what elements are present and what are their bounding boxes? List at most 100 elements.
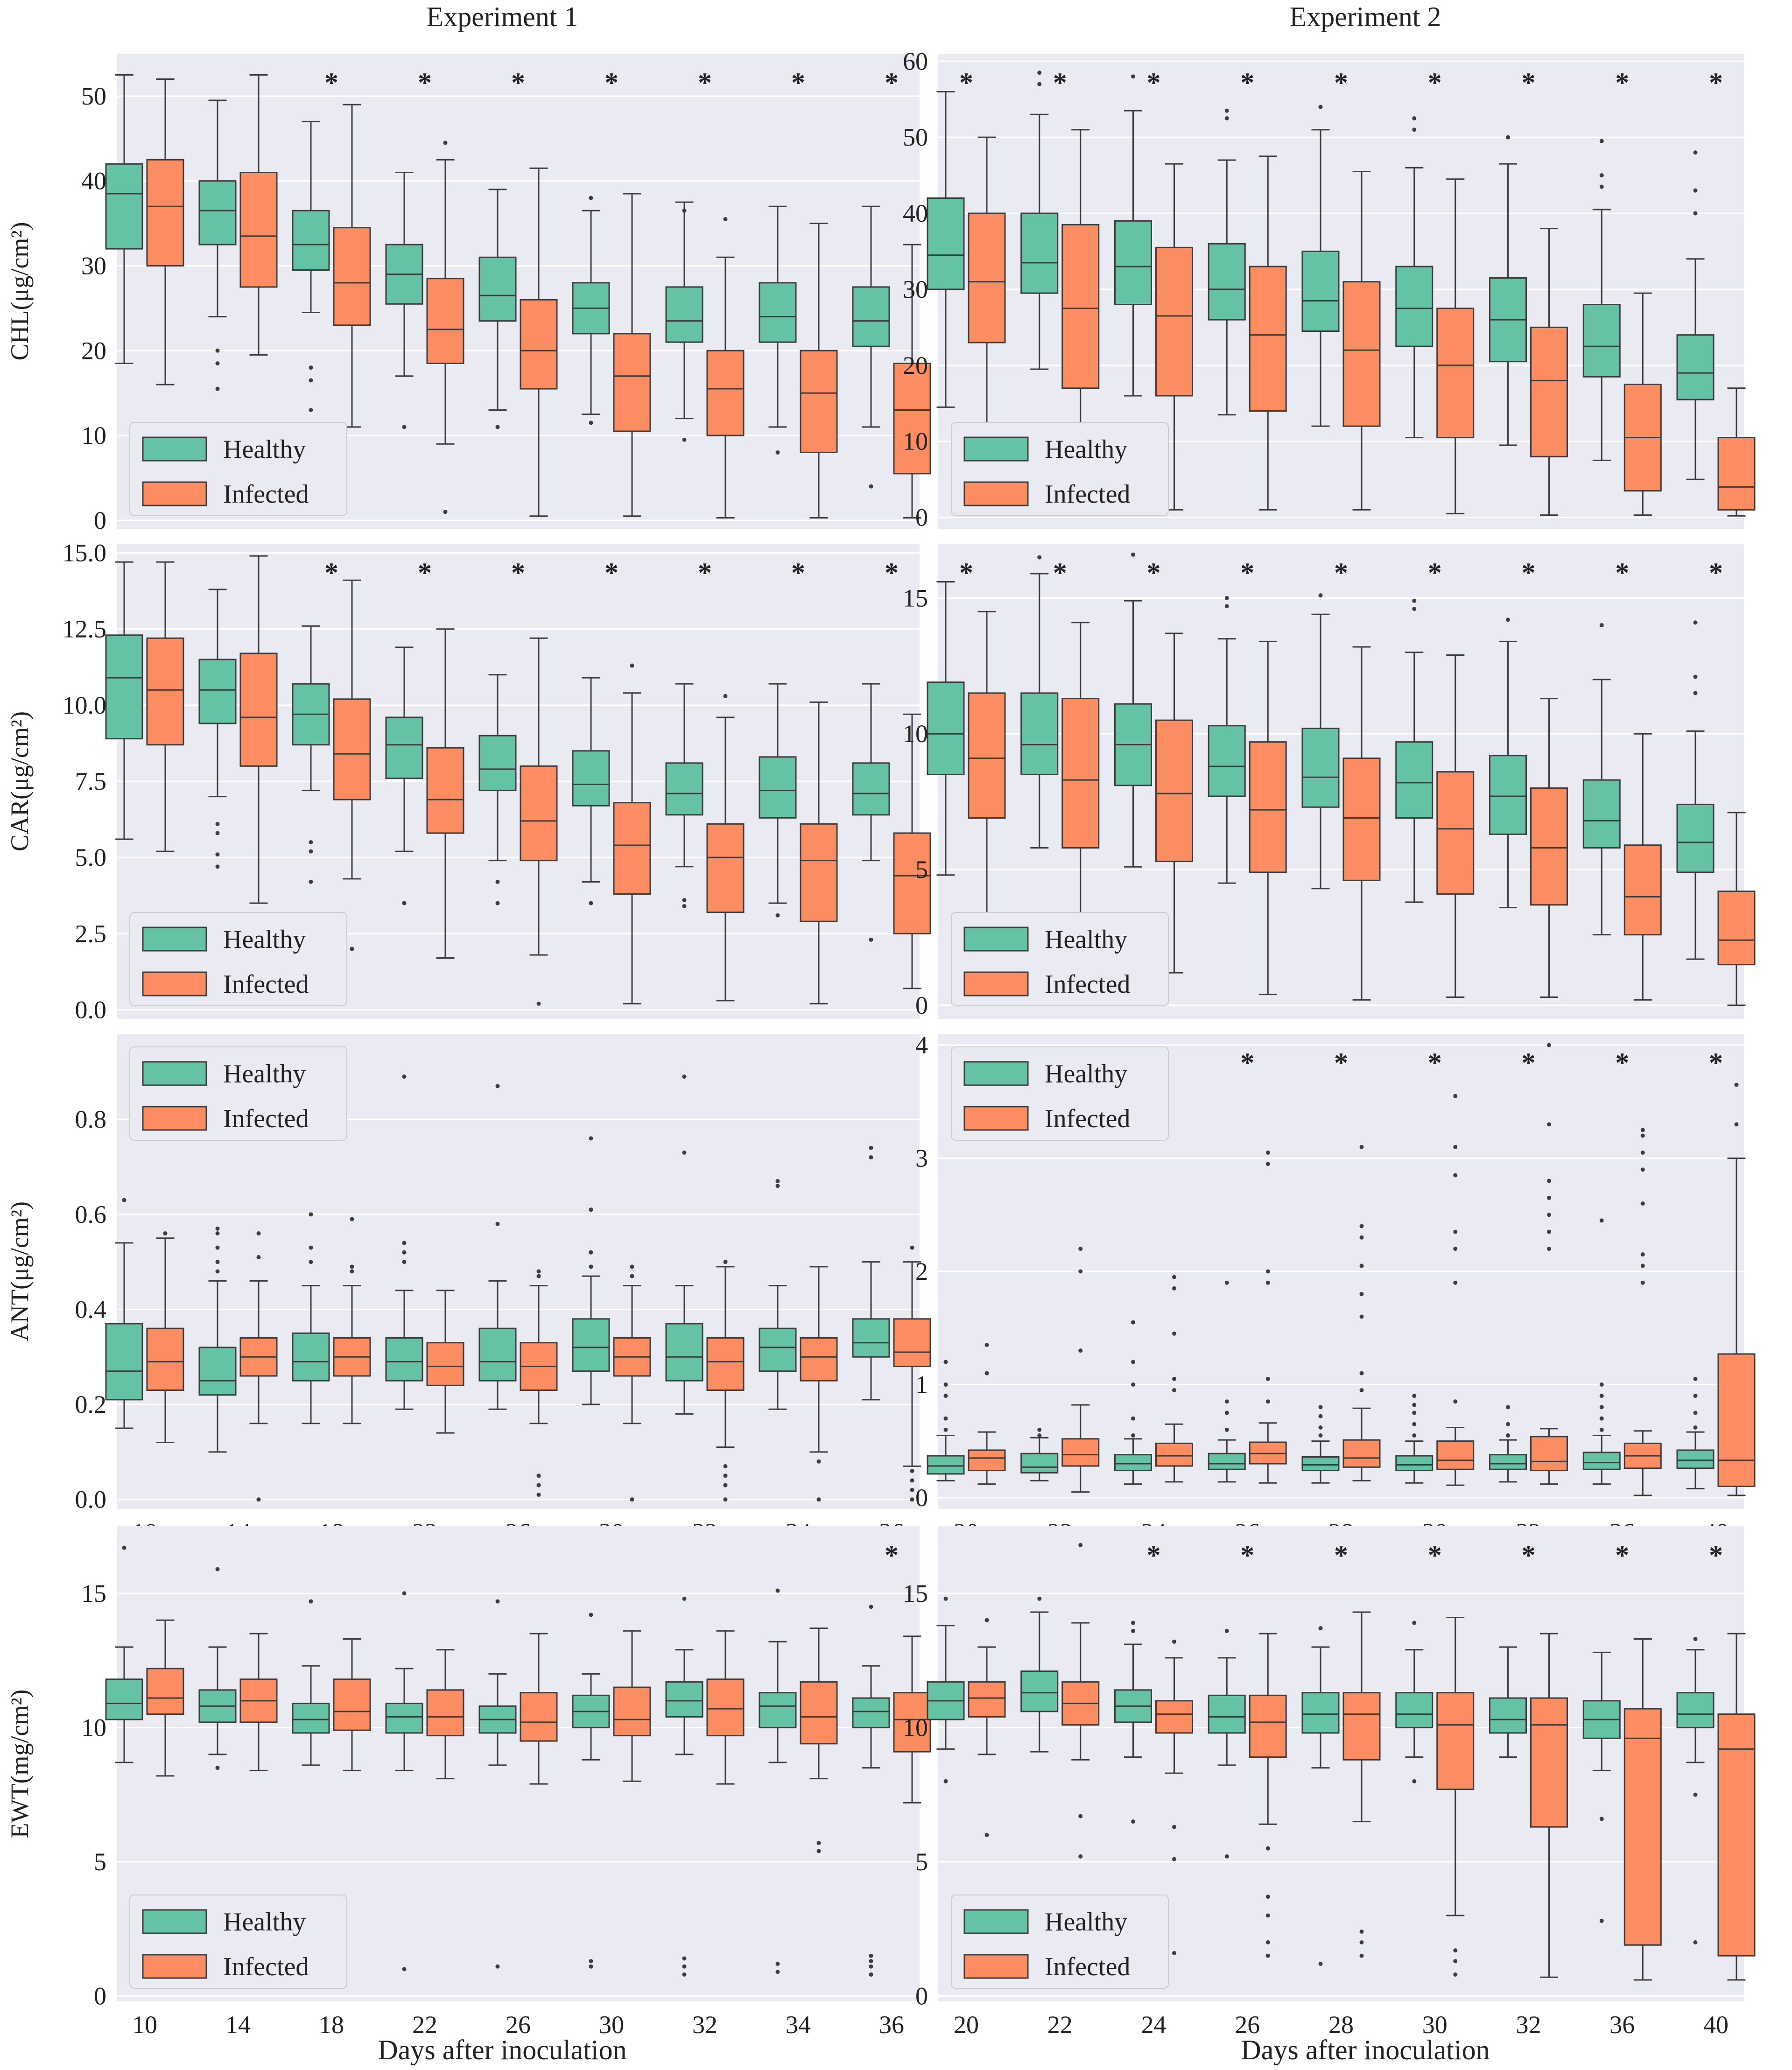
- box-iqr: [852, 1318, 890, 1358]
- column-title-experiment-2: Experiment 2: [1290, 1, 1441, 32]
- y-tick-label: 50: [903, 123, 928, 151]
- outlier-point: [1265, 1895, 1270, 1899]
- infected-box-32: [1530, 1633, 1568, 1978]
- outlier-point: [589, 196, 593, 200]
- y-tick-label: 0.0: [75, 1486, 107, 1514]
- outlier-point: [309, 849, 313, 854]
- outlier-point: [682, 904, 687, 909]
- legend-infected-swatch: [142, 971, 207, 996]
- box-iqr: [385, 1703, 423, 1734]
- significance-star: *: [1522, 67, 1536, 98]
- infected-box-20: [968, 1618, 1006, 1837]
- box-iqr: [1020, 1453, 1059, 1474]
- box-iqr: [927, 197, 965, 290]
- outlier-point: [1453, 1959, 1458, 1964]
- outlier-point: [984, 1832, 989, 1837]
- outlier-point: [536, 1474, 541, 1478]
- outlier-point: [1359, 1388, 1364, 1392]
- outlier-point: [1599, 1427, 1604, 1432]
- y-tick-label: 0: [94, 1982, 106, 2010]
- healthy-box-36: [852, 205, 890, 489]
- healthy-box-26: [1208, 596, 1246, 884]
- significance-star: *: [1615, 67, 1629, 98]
- significance-star: *: [1334, 67, 1348, 98]
- box-iqr: [146, 1327, 184, 1391]
- box-iqr: [1301, 250, 1340, 332]
- outlier-point: [1172, 1388, 1176, 1392]
- legend-infected-label: Infected: [223, 970, 309, 999]
- infected-box-40: [1717, 387, 1756, 517]
- box-iqr: [292, 210, 330, 271]
- significance-star: *: [1334, 1540, 1348, 1571]
- x-axis-label-experiment-1: Days after inoculation: [378, 2035, 626, 2065]
- box-iqr: [1301, 1692, 1340, 1734]
- outlier-point: [256, 1255, 261, 1259]
- outlier-point: [536, 1492, 541, 1497]
- outlier-point: [1599, 184, 1604, 189]
- outlier-point: [1506, 617, 1510, 622]
- box-iqr: [426, 1689, 464, 1737]
- infected-box-18: [333, 1638, 371, 1771]
- y-tick-label: 10: [903, 1713, 928, 1741]
- outlier-point: [1265, 1280, 1270, 1285]
- outlier-point: [1693, 620, 1698, 625]
- outlier-point: [1547, 1043, 1551, 1047]
- outlier-point: [1265, 1913, 1270, 1918]
- outlier-point: [869, 1964, 873, 1969]
- infected-box-30: [1436, 1094, 1475, 1486]
- outlier-point: [309, 840, 313, 845]
- healthy-box-32: [665, 683, 703, 909]
- infected-box-22: [1061, 1543, 1100, 1859]
- box-iqr: [800, 823, 838, 922]
- outlier-point: [910, 1497, 914, 1502]
- box-iqr: [1530, 1697, 1568, 1828]
- healthy-box-36: [852, 683, 890, 942]
- legend-healthy-swatch: [963, 1909, 1029, 1934]
- panel--exp2: 051015202224262830323640*********Healthy…: [903, 544, 1756, 1056]
- outlier-point: [1640, 1128, 1645, 1132]
- box-iqr: [852, 1697, 890, 1728]
- outlier-point: [1547, 1213, 1551, 1217]
- outlier-point: [1693, 211, 1698, 216]
- outlier-point: [1412, 1403, 1417, 1407]
- x-tick-label: 22: [412, 2011, 437, 2039]
- outlier-point: [1693, 150, 1698, 155]
- significance-star: *: [418, 67, 432, 98]
- healthy-box-20: [927, 91, 965, 408]
- box-iqr: [665, 286, 703, 343]
- healthy-box-32: [1489, 135, 1527, 446]
- healthy-box-14: [198, 1226, 237, 1453]
- panel--exp2: 01234202224262830323640********HealthyIn…: [915, 1031, 1756, 1546]
- box-iqr: [1342, 281, 1381, 427]
- legend: Healthy Infected: [951, 1895, 1169, 1989]
- panel--exp2: 0 5 10 15 20 22 24 26 28 30 32 36 40 * * * * * * * Healthy In…: [903, 1526, 1756, 2039]
- box-iqr: [759, 1327, 797, 1372]
- y-tick-label: 3: [915, 1144, 928, 1172]
- outlier-point: [1265, 1846, 1270, 1851]
- healthy-box-18: [292, 1212, 330, 1424]
- outlier-point: [1453, 1972, 1458, 1977]
- outlier-point: [1224, 108, 1229, 113]
- x-tick-label: 14: [225, 2011, 251, 2039]
- healthy-box-26: [1208, 1280, 1246, 1483]
- outlier-point: [1131, 1320, 1135, 1325]
- outlier-point: [1412, 607, 1417, 611]
- box-iqr: [1717, 1353, 1756, 1488]
- box-iqr: [927, 681, 965, 775]
- column-title-experiment-1: Experiment 1: [427, 1, 578, 32]
- box-iqr: [927, 1455, 965, 1475]
- infected-box-24: [1155, 1639, 1193, 1955]
- outlier-point: [589, 1964, 593, 1969]
- box-iqr: [1208, 243, 1246, 321]
- outlier-point: [1265, 1940, 1270, 1944]
- box-iqr: [1208, 725, 1246, 797]
- healthy-box-30: [572, 677, 610, 905]
- outlier-point: [1547, 1229, 1551, 1234]
- infected-box-26: [1249, 640, 1287, 996]
- significance-star: *: [511, 67, 525, 98]
- outlier-point: [1640, 1167, 1645, 1172]
- significance-star: *: [791, 67, 805, 98]
- outlier-point: [1599, 1218, 1604, 1223]
- outlier-point: [309, 365, 313, 370]
